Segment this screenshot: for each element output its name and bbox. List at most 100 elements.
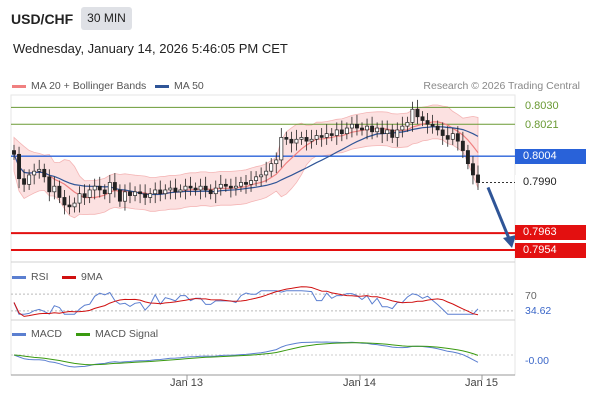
candle-body <box>385 129 390 135</box>
candle-body <box>355 123 359 129</box>
candle-body <box>445 135 450 140</box>
legend-rsi-ma-label: 9MA <box>81 271 103 283</box>
legend-macd-label: MACD <box>31 328 62 340</box>
candle-body <box>370 125 375 133</box>
candle-body <box>72 202 77 208</box>
candle-body <box>460 140 465 151</box>
candle-body <box>47 176 52 193</box>
candle-body <box>128 191 132 196</box>
candle-body <box>360 127 364 131</box>
candle-body <box>148 193 153 198</box>
candle-body <box>233 185 238 189</box>
candle-body <box>455 133 460 142</box>
candle-body <box>471 163 475 176</box>
candle-body <box>163 189 168 195</box>
candle-body <box>143 193 148 198</box>
candle-body <box>107 182 112 195</box>
candle-body <box>239 182 243 187</box>
candle-body <box>82 193 87 198</box>
candle-body <box>264 170 269 176</box>
candle-body <box>294 138 299 144</box>
legend-ma20: MA 20 + Bollinger Bands <box>12 80 146 92</box>
candle-body <box>138 191 143 195</box>
candle-body <box>400 125 405 131</box>
candle-body <box>319 135 324 138</box>
candle-body <box>410 108 415 123</box>
forecast-arrowhead-icon <box>503 235 516 248</box>
candle-body <box>339 129 344 135</box>
candle-body <box>153 189 158 195</box>
candle-body <box>476 174 480 183</box>
rsi-swatch-icon <box>12 275 26 279</box>
candle-body <box>17 153 21 180</box>
candle-body <box>168 187 173 191</box>
candle-body <box>178 189 183 193</box>
candle-body <box>244 182 248 185</box>
research-credit: Research © 2026 Trading Central <box>423 80 580 92</box>
candle-body <box>314 135 319 140</box>
candle-body <box>92 185 97 191</box>
candle-body <box>67 204 72 208</box>
x-tick-jan14: Jan 14 <box>343 377 377 389</box>
candle-body <box>450 133 455 140</box>
candle-body <box>42 168 47 178</box>
candle-body <box>158 189 163 195</box>
macd-swatch-icon <box>12 332 26 336</box>
candle-body <box>380 127 385 135</box>
candle-body <box>12 150 16 155</box>
candle-body <box>365 125 369 131</box>
candle-body <box>299 137 304 140</box>
legend-rsi-ma: 9MA <box>62 271 103 283</box>
rsi-ma-line <box>13 286 479 317</box>
candle-body <box>193 187 198 191</box>
candle-body <box>249 180 253 185</box>
candle-body <box>203 185 208 191</box>
rsi-value-label: 34.62 <box>525 305 552 317</box>
candle-body <box>430 123 435 127</box>
candle-body <box>62 197 67 206</box>
macd-value-label: -0.00 <box>525 355 549 367</box>
candle-body <box>133 191 137 196</box>
candle-body <box>395 129 400 138</box>
candle-body <box>198 185 203 191</box>
candle-body <box>425 120 430 125</box>
candle-body <box>289 138 294 144</box>
candle-body <box>208 189 213 195</box>
resistance-2-label: 0.8030 <box>525 100 559 112</box>
macd-signal-swatch-icon <box>76 332 90 336</box>
candlestick-series <box>12 99 480 215</box>
candle-body <box>173 187 178 193</box>
candle-body <box>117 189 122 202</box>
candle-body <box>27 174 32 185</box>
candle-body <box>344 127 349 135</box>
forecast-arrow-shaft <box>486 186 512 242</box>
candle-body <box>77 193 82 204</box>
candle-body <box>390 129 395 138</box>
candle-body <box>274 159 279 165</box>
candle-body <box>309 138 314 142</box>
legend-ma50: MA 50 <box>155 80 204 92</box>
timeframe-button[interactable]: 30 MIN <box>81 7 132 30</box>
symbol-title: USD/CHF <box>11 11 74 27</box>
legend-macd: MACD <box>12 328 62 340</box>
candle-body <box>183 185 188 191</box>
candle-body <box>284 137 289 140</box>
legend-ma20-label: MA 20 + Bollinger Bands <box>31 80 147 92</box>
legend-macd-signal: MACD Signal <box>76 328 158 340</box>
candle-body <box>349 123 354 129</box>
ma20-swatch-icon <box>12 84 26 88</box>
candle-body <box>37 168 42 172</box>
candle-body <box>102 189 107 195</box>
candle-body <box>259 174 264 178</box>
candle-body <box>254 176 259 181</box>
candle-body <box>57 185 62 198</box>
candle-body <box>223 183 228 187</box>
candle-body <box>32 170 37 176</box>
candle-body <box>329 133 334 136</box>
candle-body <box>218 183 223 189</box>
candle-body <box>22 178 27 185</box>
support-1-tag: 0.7963 <box>515 225 586 240</box>
candle-body <box>465 150 470 165</box>
candle-body <box>304 137 309 142</box>
candle-body <box>188 185 193 189</box>
